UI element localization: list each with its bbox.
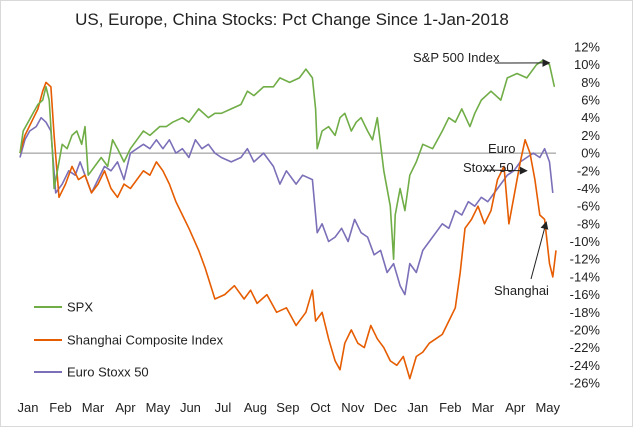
y-tick-label: -10% bbox=[570, 234, 601, 249]
y-tick-label: 8% bbox=[581, 75, 600, 90]
y-tick-label: 2% bbox=[581, 128, 600, 143]
x-tick-label: Dec bbox=[374, 400, 398, 415]
y-tick-label: -20% bbox=[570, 322, 601, 337]
x-tick-label: Feb bbox=[439, 400, 461, 415]
y-tick-label: -14% bbox=[570, 269, 601, 284]
x-tick-label: Jan bbox=[407, 400, 428, 415]
x-tick-label: Jan bbox=[18, 400, 39, 415]
y-tick-label: 0% bbox=[581, 146, 600, 161]
y-tick-label: -8% bbox=[577, 216, 601, 231]
legend: SPX Shanghai Composite Index Euro Stoxx 50 bbox=[34, 300, 224, 380]
x-tick-label: May bbox=[146, 400, 171, 415]
x-tick-label: Apr bbox=[505, 400, 526, 415]
legend-label: SPX bbox=[67, 300, 93, 315]
series-line-1 bbox=[19, 81, 557, 380]
series-line-0 bbox=[19, 59, 556, 260]
y-tick-label: -12% bbox=[570, 252, 601, 267]
x-tick-label: May bbox=[535, 400, 560, 415]
y-tick-label: 12% bbox=[574, 40, 600, 55]
legend-label: Shanghai Composite Index bbox=[67, 333, 224, 348]
annotation-arrow bbox=[530, 221, 549, 280]
y-tick-label: 10% bbox=[574, 57, 600, 72]
y-tick-label: 4% bbox=[581, 110, 600, 125]
x-tick-labels: Jan Feb Mar Apr May Jun Jul Aug Sep Oct Nov Dec Jan F… bbox=[18, 400, 561, 415]
chart-title: US, Europe, China Stocks: Pct Change Sin… bbox=[75, 10, 509, 29]
y-tick-label: -16% bbox=[570, 287, 601, 302]
x-tick-label: Mar bbox=[82, 400, 105, 415]
annotation-label: Stoxx 50 bbox=[463, 160, 514, 175]
x-tick-label: Sep bbox=[276, 400, 299, 415]
annotation-label: Shanghai bbox=[494, 283, 549, 298]
y-tick-label: -18% bbox=[570, 305, 601, 320]
y-tick-label: -24% bbox=[570, 358, 601, 373]
x-tick-label: Jun bbox=[180, 400, 201, 415]
x-tick-label: Aug bbox=[244, 400, 267, 415]
x-tick-label: Oct bbox=[310, 400, 331, 415]
y-tick-labels: 12% 10% 8% 6% 4% 2% 0% -2% -4% -6% -8% -10% -12% -14%… bbox=[570, 40, 601, 391]
x-tick-label: Feb bbox=[49, 400, 71, 415]
x-tick-label: Nov bbox=[341, 400, 365, 415]
x-tick-label: Mar bbox=[472, 400, 495, 415]
series-line-2 bbox=[19, 116, 554, 296]
y-tick-label: 6% bbox=[581, 93, 600, 108]
series-lines bbox=[19, 59, 557, 380]
annotation-label: Euro bbox=[488, 141, 515, 156]
y-tick-label: -22% bbox=[570, 340, 601, 355]
y-tick-label: -4% bbox=[577, 181, 601, 196]
legend-label: Euro Stoxx 50 bbox=[67, 365, 149, 380]
annotations: S&P 500 Index Euro Stoxx 50 Shanghai bbox=[413, 50, 551, 298]
annotation-arrow bbox=[483, 166, 528, 175]
y-tick-label: -2% bbox=[577, 163, 601, 178]
annotation-label: S&P 500 Index bbox=[413, 50, 500, 65]
x-tick-label: Jul bbox=[215, 400, 232, 415]
x-tick-label: Apr bbox=[115, 400, 136, 415]
y-tick-label: -26% bbox=[570, 376, 601, 391]
y-tick-label: -6% bbox=[577, 199, 601, 214]
